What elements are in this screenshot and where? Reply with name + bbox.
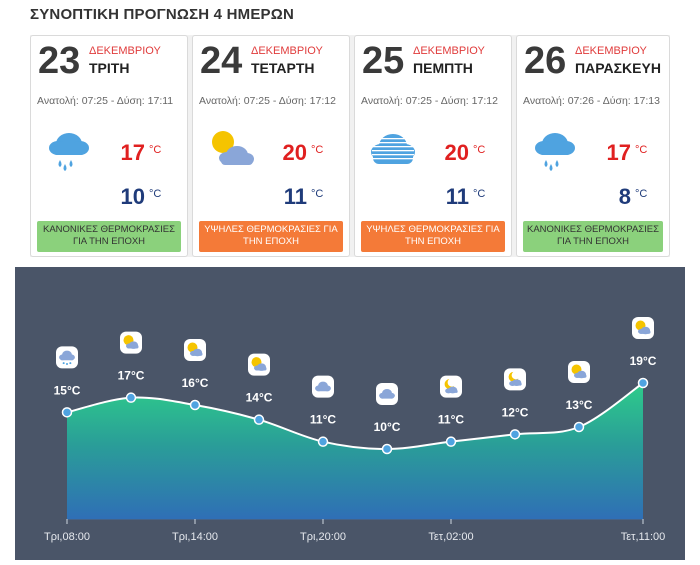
hourly-temperature-chart: 15°C 17°C 16°C 14°C 11°C 10°C 11°C 12°C 13°C 19°C… <box>15 267 685 560</box>
chart-point-group: 10°C <box>374 383 401 455</box>
temperature-label: 15°C <box>54 383 81 397</box>
rain-cloud-icon <box>49 133 89 171</box>
temperature-label: 13°C <box>566 398 593 412</box>
sun-cloud-icon <box>212 131 254 165</box>
forecast-cards: 23 ΔΕΚΕΜΒΡΙΟΥ ΤΡΙΤΗ Ανατολή: 07:25 - Δύσ… <box>30 35 670 257</box>
forecast-card[interactable]: 26 ΔΕΚΕΜΒΡΙΟΥ ΠΑΡΑΣΚΕΥΗ Ανατολή: 07:26 -… <box>516 35 670 257</box>
min-temp: 11 <box>283 184 307 209</box>
chart-point-group: 19°C <box>630 317 657 389</box>
chart-point-group: 14°C <box>246 353 273 425</box>
min-temp-unit: °C <box>311 188 324 200</box>
temperature-badge: ΚΑΝΟΝΙΚΕΣ ΘΕΡΜΟΚΡΑΣΙΕΣ ΓΙΑ ΤΗΝ ΕΠΟΧΗ <box>523 221 663 252</box>
max-temp-unit: °C <box>149 144 162 156</box>
temperature-badge: ΥΨΗΛΕΣ ΘΕΡΜΟΚΡΑΣΙΕΣ ΓΙΑ ΤΗΝ ΕΠΟΧΗ <box>361 221 505 252</box>
fog-cloud-icon <box>371 134 415 164</box>
temperature-label: 10°C <box>374 420 401 434</box>
chart-point-group: 13°C <box>566 361 593 433</box>
chart-point-group: 16°C <box>182 339 209 411</box>
x-tick-label: Τρι,14:00 <box>172 531 218 543</box>
temperature-area <box>67 383 643 519</box>
min-temp-unit: °C <box>473 188 486 200</box>
temperature-label: 16°C <box>182 376 209 390</box>
chart-point[interactable] <box>253 414 265 425</box>
x-tick-label: Τρι,20:00 <box>300 531 346 543</box>
max-temp: 20 <box>444 140 469 165</box>
chart-point[interactable] <box>125 392 137 403</box>
max-temp: 17 <box>120 140 145 165</box>
temperature-label: 12°C <box>502 405 529 419</box>
temperature-label: 19°C <box>630 354 657 368</box>
max-temp: 17 <box>606 140 631 165</box>
forecast-card[interactable]: 25 ΔΕΚΕΜΒΡΙΟΥ ΠΕΜΠΤΗ Ανατολή: 07:25 - Δύ… <box>354 35 512 257</box>
chart-point[interactable] <box>317 436 329 447</box>
card-month: ΔΕΚΕΜΒΡΙΟΥ <box>89 45 161 57</box>
chart-point-group: 12°C <box>502 368 529 440</box>
card-day: 25 <box>362 40 405 82</box>
card-sunrise-sunset: Ανατολή: 07:25 - Δύση: 17:11 <box>37 95 174 107</box>
card-weekday: ΠΑΡΑΣΚΕΥΗ <box>575 60 661 76</box>
temperature-label: 17°C <box>118 369 145 383</box>
min-temp-unit: °C <box>635 188 648 200</box>
chart-point-group: 15°C <box>54 346 81 418</box>
card-month: ΔΕΚΕΜΒΡΙΟΥ <box>251 45 323 57</box>
temperature-badge: ΚΑΝΟΝΙΚΕΣ ΘΕΡΜΟΚΡΑΣΙΕΣ ΓΙΑ ΤΗΝ ΕΠΟΧΗ <box>37 221 181 252</box>
max-temp: 20 <box>282 140 307 165</box>
rain-cloud-icon <box>535 133 575 171</box>
x-tick-label: Τετ,11:00 <box>621 531 666 543</box>
card-weekday: ΤΕΤΑΡΤΗ <box>251 60 315 76</box>
chart-point[interactable] <box>637 377 649 389</box>
x-tick-label: Τρι,08:00 <box>44 531 90 543</box>
card-month: ΔΕΚΕΜΒΡΙΟΥ <box>575 45 647 57</box>
chart-point-group: 11°C <box>438 375 464 447</box>
card-sunrise-sunset: Ανατολή: 07:25 - Δύση: 17:12 <box>199 95 336 107</box>
forecast-card[interactable]: 24 ΔΕΚΕΜΒΡΙΟΥ ΤΕΤΑΡΤΗ Ανατολή: 07:25 - Δ… <box>192 35 350 257</box>
temperature-label: 14°C <box>246 391 273 405</box>
max-temp-unit: °C <box>311 144 324 156</box>
chart-point[interactable] <box>381 443 393 455</box>
temperature-label: 11°C <box>310 413 336 427</box>
chart-point-group: 11°C <box>310 375 336 447</box>
chart-point-group: 17°C <box>118 331 145 403</box>
card-day: 23 <box>38 40 81 82</box>
temperature-badge: ΥΨΗΛΕΣ ΘΕΡΜΟΚΡΑΣΙΕΣ ΓΙΑ ΤΗΝ ΕΠΟΧΗ <box>199 221 343 252</box>
temperature-line <box>66 382 644 451</box>
card-weekday: ΤΡΙΤΗ <box>89 60 130 76</box>
min-temp: 10 <box>120 184 145 209</box>
card-weekday: ΠΕΜΠΤΗ <box>413 60 473 76</box>
max-temp-unit: °C <box>473 144 486 156</box>
chart-point[interactable] <box>445 436 457 447</box>
page-title: ΣΥΝΟΠΤΙΚΗ ΠΡΟΓΝΩΣΗ 4 ΗΜΕΡΩΝ <box>30 6 294 23</box>
min-temp: 11 <box>445 184 469 209</box>
chart-point[interactable] <box>189 399 201 411</box>
chart-point[interactable] <box>509 429 521 440</box>
card-sunrise-sunset: Ανατολή: 07:26 - Δύση: 17:13 <box>523 95 660 107</box>
temperature-label: 11°C <box>438 413 464 427</box>
card-day: 24 <box>200 40 243 82</box>
card-day: 26 <box>524 40 567 82</box>
chart-point[interactable] <box>61 407 73 418</box>
card-sunrise-sunset: Ανατολή: 07:25 - Δύση: 17:12 <box>361 95 498 107</box>
max-temp-unit: °C <box>635 144 648 156</box>
min-temp: 8 <box>618 184 631 209</box>
chart-point[interactable] <box>573 421 585 433</box>
card-month: ΔΕΚΕΜΒΡΙΟΥ <box>413 45 485 57</box>
x-tick-label: Τετ,02:00 <box>428 531 473 543</box>
hourly-chart-svg: 15°C 17°C 16°C 14°C 11°C 10°C 11°C 12°C 13°C 19°C… <box>44 317 666 543</box>
min-temp-unit: °C <box>149 188 162 200</box>
forecast-card[interactable]: 23 ΔΕΚΕΜΒΡΙΟΥ ΤΡΙΤΗ Ανατολή: 07:25 - Δύσ… <box>30 35 188 257</box>
